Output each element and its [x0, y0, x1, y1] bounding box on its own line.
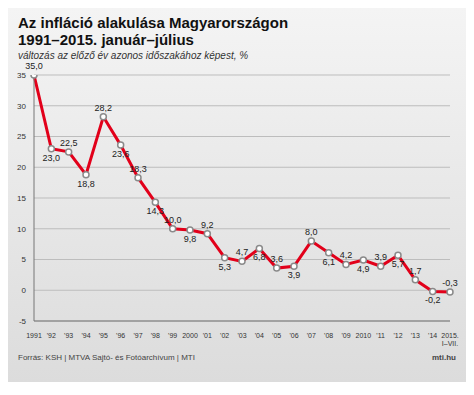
svg-text:-5: -5 [19, 317, 27, 326]
svg-text:'03: '03 [237, 332, 246, 339]
svg-text:'14: '14 [428, 332, 437, 339]
svg-text:4,9: 4,9 [357, 264, 370, 274]
svg-text:'92: '92 [47, 332, 56, 339]
html-text:Forrás: KSH | MTVA Sajtó- és F: Forrás: KSH | MTVA Sajtó- és Fotóarchívu… [18, 353, 195, 362]
svg-text:'08: '08 [324, 332, 333, 339]
svg-text:20: 20 [17, 163, 26, 172]
svg-text:3,6: 3,6 [270, 254, 283, 264]
svg-text:0: 0 [22, 286, 27, 295]
html-text:1991–2015. január–július: 1991–2015. január–július [18, 31, 194, 48]
svg-text:5,7: 5,7 [392, 259, 405, 269]
svg-text:35,0: 35,0 [25, 61, 43, 71]
svg-text:30: 30 [17, 102, 26, 111]
svg-text:18,8: 18,8 [77, 179, 95, 189]
svg-text:9,2: 9,2 [201, 220, 214, 230]
svg-text:4,2: 4,2 [340, 250, 353, 260]
svg-text:4,7: 4,7 [236, 247, 249, 257]
svg-text:23,0: 23,0 [43, 153, 61, 163]
svg-text:-0,2: -0,2 [425, 295, 441, 305]
svg-text:'02: '02 [220, 332, 229, 339]
svg-text:3,9: 3,9 [374, 252, 387, 262]
svg-text:8,0: 8,0 [305, 227, 318, 237]
html-text:Az infláció alakulása Magyaror: Az infláció alakulása Magyarországon [18, 14, 289, 31]
svg-text:'98: '98 [151, 332, 160, 339]
svg-text:'12: '12 [393, 332, 402, 339]
svg-text:2015.I–VII.: 2015.I–VII. [441, 332, 459, 347]
svg-text:10,0: 10,0 [164, 215, 182, 225]
svg-text:23,6: 23,6 [112, 149, 130, 159]
svg-text:1991: 1991 [26, 332, 42, 339]
svg-text:25: 25 [17, 132, 26, 141]
svg-text:1,7: 1,7 [409, 266, 422, 276]
svg-text:'04: '04 [255, 332, 264, 339]
svg-text:'07: '07 [307, 332, 316, 339]
svg-text:6,1: 6,1 [322, 257, 335, 267]
html-text:mti.hu: mti.hu [432, 353, 456, 362]
svg-text:'13: '13 [411, 332, 420, 339]
svg-text:'93: '93 [64, 332, 73, 339]
svg-text:6,8: 6,8 [253, 252, 266, 262]
svg-text:'05: '05 [272, 332, 281, 339]
svg-text:10: 10 [17, 225, 26, 234]
svg-text:15: 15 [17, 194, 26, 203]
svg-text:2000: 2000 [182, 332, 198, 339]
svg-text:'95: '95 [99, 332, 108, 339]
svg-text:'99: '99 [168, 332, 177, 339]
svg-text:3,9: 3,9 [288, 270, 301, 280]
svg-text:'01: '01 [203, 332, 212, 339]
svg-text:5,3: 5,3 [218, 262, 231, 272]
svg-text:18,3: 18,3 [129, 164, 147, 174]
svg-text:'06: '06 [289, 332, 298, 339]
svg-text:-0,3: -0,3 [442, 278, 458, 288]
html-text:változás az előző év azonos id: változás az előző év azonos időszakához … [18, 50, 249, 61]
svg-text:'11: '11 [376, 332, 385, 339]
svg-text:28,2: 28,2 [95, 103, 113, 113]
svg-text:'96: '96 [116, 332, 125, 339]
svg-text:5: 5 [22, 255, 27, 264]
svg-text:2010: 2010 [356, 332, 372, 339]
svg-text:14,3: 14,3 [147, 206, 165, 216]
svg-text:'97: '97 [133, 332, 142, 339]
svg-text:'94: '94 [81, 332, 90, 339]
svg-text:9,8: 9,8 [184, 234, 197, 244]
svg-text:35: 35 [17, 71, 26, 80]
svg-text:'09: '09 [341, 332, 350, 339]
svg-text:22,5: 22,5 [60, 138, 78, 148]
